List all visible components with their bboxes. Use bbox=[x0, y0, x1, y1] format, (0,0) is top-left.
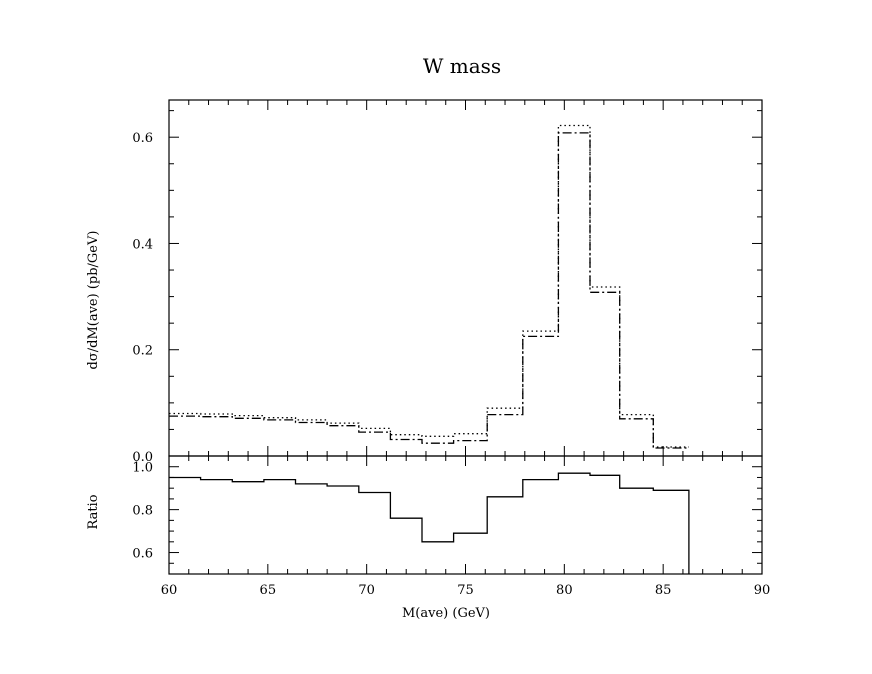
main-tick-labels: 0.0 0.2 0.4 0.6 bbox=[132, 131, 153, 465]
ratio-ticks bbox=[168, 455, 763, 574]
ratio-series-line bbox=[169, 472, 690, 574]
chart-title: W mass bbox=[423, 54, 501, 78]
ratio-panel: 0.6 0.8 1.0 60 65 70 75 80 85 90 Ratio M(ave) (Ge… bbox=[86, 455, 770, 621]
main-y-axis-label: dσ/dM(ave) (pb/GeV) bbox=[86, 231, 101, 370]
main-y-tick-label: 0.2 bbox=[132, 344, 153, 359]
x-tick-label: 85 bbox=[655, 583, 672, 598]
x-tick-label: 75 bbox=[457, 583, 474, 598]
ratio-tick-labels: 0.6 0.8 1.0 60 65 70 75 80 85 90 bbox=[132, 461, 770, 598]
main-series-dash-dot bbox=[169, 132, 689, 449]
ratio-y-tick-label: 1.0 bbox=[132, 461, 153, 476]
x-tick-label: 65 bbox=[260, 583, 277, 598]
main-ticks bbox=[168, 100, 763, 457]
ratio-series bbox=[169, 472, 690, 574]
main-series-dotted bbox=[169, 124, 689, 448]
ratio-y-tick-label: 0.6 bbox=[132, 547, 153, 562]
main-panel: 0.0 0.2 0.4 0.6 dσ/dM(ave) (pb/GeV) bbox=[86, 99, 763, 465]
ratio-y-tick-label: 0.8 bbox=[132, 504, 153, 519]
x-tick-label: 70 bbox=[358, 583, 375, 598]
x-tick-label: 60 bbox=[161, 583, 178, 598]
main-y-tick-label: 0.4 bbox=[132, 237, 153, 252]
x-tick-label: 80 bbox=[556, 583, 573, 598]
main-y-tick-label: 0.6 bbox=[132, 131, 153, 146]
main-y-tick-label: 0.0 bbox=[132, 450, 153, 465]
x-axis-label: M(ave) (GeV) bbox=[402, 606, 490, 621]
main-plot-frame bbox=[168, 99, 763, 457]
ratio-plot-frame bbox=[168, 455, 763, 575]
main-series bbox=[169, 124, 689, 449]
x-tick-label: 90 bbox=[754, 583, 771, 598]
ratio-y-axis-label: Ratio bbox=[86, 494, 101, 529]
